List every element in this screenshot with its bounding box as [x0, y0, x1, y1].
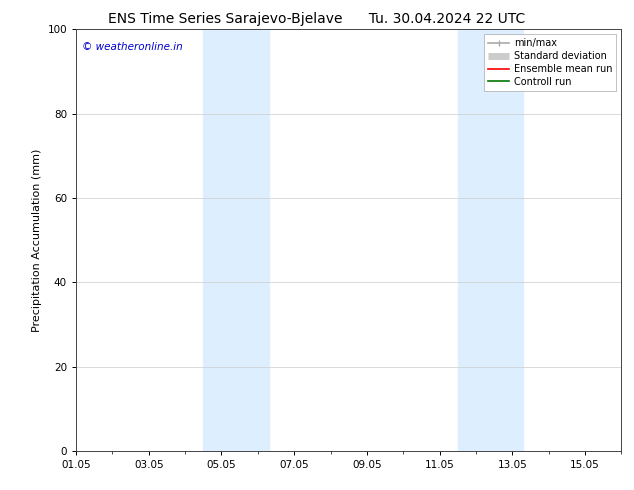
Y-axis label: Precipitation Accumulation (mm): Precipitation Accumulation (mm): [32, 148, 42, 332]
Text: © weatheronline.in: © weatheronline.in: [82, 42, 183, 52]
Text: ENS Time Series Sarajevo-Bjelave      Tu. 30.04.2024 22 UTC: ENS Time Series Sarajevo-Bjelave Tu. 30.…: [108, 12, 526, 26]
Bar: [204, 29, 269, 451]
Legend: min/max, Standard deviation, Ensemble mean run, Controll run: min/max, Standard deviation, Ensemble me…: [484, 34, 616, 91]
Bar: [458, 29, 523, 451]
